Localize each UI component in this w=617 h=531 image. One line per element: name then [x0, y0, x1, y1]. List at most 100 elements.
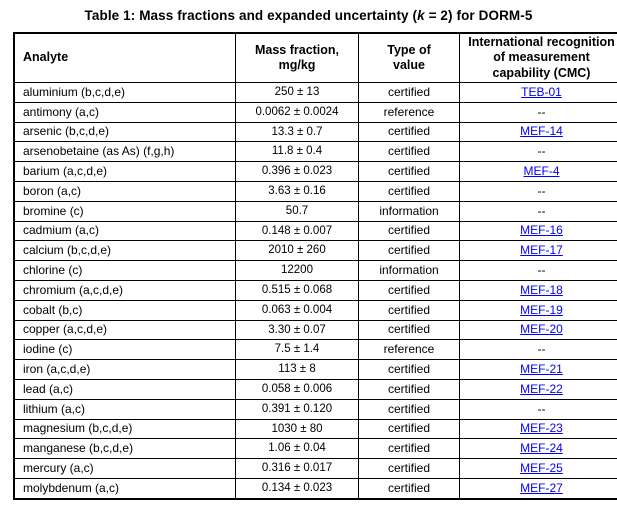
- cmc-cell: MEF-4: [459, 161, 617, 182]
- analyte-cell: mercury (a,c): [13, 458, 236, 479]
- table-row: lithium (a,c) 0.391 ± 0.120 certified --: [13, 398, 617, 420]
- table-row: manganese (b,c,d,e) 1.06 ± 0.04 certified M…: [13, 438, 617, 460]
- cmc-empty-value: --: [537, 104, 546, 119]
- table-row: chlorine (c) 12200 information --: [13, 260, 617, 281]
- cmc-link[interactable]: MEF-19: [520, 302, 563, 317]
- analyte-cell: cadmium (a,c): [13, 220, 236, 242]
- cmc-cell: MEF-23: [459, 418, 617, 440]
- cmc-cell: MEF-25: [459, 458, 617, 479]
- table-body: aluminium (b,c,d,e) 250 ± 13 certified TEB-…: [13, 82, 617, 500]
- mass-fraction-cell: 50.7: [235, 200, 359, 222]
- mass-fraction-cell: 0.391 ± 0.120: [235, 398, 359, 420]
- table-row: copper (a,c,d,e) 3.30 ± 0.07 certified MEF-…: [13, 319, 617, 341]
- analyte-cell: aluminium (b,c,d,e): [13, 82, 236, 103]
- analyte-cell: iron (a,c,d,e): [13, 359, 236, 380]
- mass-fraction-cell: 250 ± 13: [235, 82, 359, 103]
- cmc-link[interactable]: TEB-01: [521, 84, 562, 99]
- analyte-cell: lithium (a,c): [13, 398, 236, 420]
- type-of-value-cell: certified: [358, 279, 460, 301]
- cmc-empty-value: --: [537, 144, 546, 159]
- type-of-value-cell: certified: [358, 161, 460, 182]
- cmc-cell: MEF-21: [459, 359, 617, 380]
- cmc-link[interactable]: MEF-4: [523, 163, 560, 178]
- type-of-value-cell: certified: [358, 319, 460, 341]
- mass-fractions-table: Analyte Mass fraction, mg/kg Type of val…: [13, 32, 617, 500]
- type-of-value-cell: certified: [358, 121, 460, 143]
- cmc-empty-value: --: [537, 183, 546, 198]
- cmc-link[interactable]: MEF-17: [520, 243, 563, 258]
- table-row: barium (a,c,d,e) 0.396 ± 0.023 certified ME…: [13, 161, 617, 182]
- cmc-cell: MEF-16: [459, 220, 617, 242]
- type-of-value-cell: certified: [358, 240, 460, 262]
- mass-fraction-cell: 0.0062 ± 0.0024: [235, 101, 359, 123]
- cmc-link[interactable]: MEF-18: [520, 282, 563, 297]
- mass-fraction-cell: 0.148 ± 0.007: [235, 220, 359, 242]
- table-title-k-symbol: k: [417, 8, 425, 23]
- cmc-link[interactable]: MEF-16: [520, 223, 563, 238]
- cmc-cell: MEF-17: [459, 240, 617, 262]
- table-row: boron (a,c) 3.63 ± 0.16 certified --: [13, 180, 617, 202]
- cmc-empty-value: --: [537, 401, 546, 416]
- type-of-value-cell: certified: [358, 438, 460, 460]
- cmc-link[interactable]: MEF-27: [520, 480, 563, 495]
- cmc-empty-value: --: [537, 342, 546, 357]
- analyte-cell: cobalt (b,c): [13, 299, 236, 321]
- analyte-cell: antimony (a,c): [13, 101, 236, 123]
- cmc-link[interactable]: MEF-20: [520, 322, 563, 337]
- mass-fraction-cell: 2010 ± 260: [235, 240, 359, 262]
- cmc-link[interactable]: MEF-24: [520, 441, 563, 456]
- header-type-of-value: Type of value: [358, 32, 460, 83]
- analyte-cell: magnesium (b,c,d,e): [13, 418, 236, 440]
- analyte-cell: chromium (a,c,d,e): [13, 279, 236, 301]
- mass-fraction-cell: 0.063 ± 0.004: [235, 299, 359, 321]
- mass-fraction-cell: 3.63 ± 0.16: [235, 180, 359, 202]
- analyte-cell: boron (a,c): [13, 180, 236, 202]
- cmc-link[interactable]: MEF-22: [520, 381, 563, 396]
- type-of-value-cell: certified: [358, 141, 460, 163]
- table-row: arsenobetaine (as As) (f,g,h) 11.8 ± 0.4 c…: [13, 141, 617, 163]
- cmc-link[interactable]: MEF-23: [520, 421, 563, 436]
- type-of-value-cell: certified: [358, 477, 460, 500]
- cmc-empty-value: --: [537, 262, 546, 277]
- table-row: chromium (a,c,d,e) 0.515 ± 0.068 certified…: [13, 279, 617, 301]
- mass-fraction-cell: 0.396 ± 0.023: [235, 161, 359, 182]
- analyte-cell: iodine (c): [13, 339, 236, 361]
- table-row: cadmium (a,c) 0.148 ± 0.007 certified MEF-1…: [13, 220, 617, 242]
- table-row: arsenic (b,c,d,e) 13.3 ± 0.7 certified MEF-…: [13, 121, 617, 143]
- cmc-cell: --: [459, 339, 617, 361]
- mass-fraction-cell: 0.316 ± 0.017: [235, 458, 359, 479]
- cmc-cell: --: [459, 101, 617, 123]
- cmc-cell: MEF-27: [459, 477, 617, 500]
- analyte-cell: molybdenum (a,c): [13, 477, 236, 500]
- cmc-link[interactable]: MEF-25: [520, 460, 563, 475]
- cmc-link[interactable]: MEF-14: [520, 124, 563, 139]
- table-row: bromine (c) 50.7 information --: [13, 200, 617, 222]
- header-mass-fraction: Mass fraction, mg/kg: [235, 32, 359, 83]
- analyte-cell: manganese (b,c,d,e): [13, 438, 236, 460]
- type-of-value-cell: reference: [358, 339, 460, 361]
- mass-fraction-cell: 11.8 ± 0.4: [235, 141, 359, 163]
- table-row: calcium (b,c,d,e) 2010 ± 260 certified MEF-…: [13, 240, 617, 262]
- table-row: iodine (c) 7.5 ± 1.4 reference --: [13, 339, 617, 361]
- header-analyte: Analyte: [13, 32, 236, 83]
- cmc-cell: --: [459, 200, 617, 222]
- mass-fraction-cell: 1.06 ± 0.04: [235, 438, 359, 460]
- table-title-prefix: Table 1: Mass fractions and expanded unc…: [84, 8, 418, 23]
- analyte-cell: barium (a,c,d,e): [13, 161, 236, 182]
- table-title: Table 1: Mass fractions and expanded unc…: [0, 0, 617, 23]
- type-of-value-cell: certified: [358, 418, 460, 440]
- type-of-value-cell: certified: [358, 458, 460, 479]
- cmc-cell: MEF-18: [459, 279, 617, 301]
- mass-fraction-cell: 7.5 ± 1.4: [235, 339, 359, 361]
- analyte-cell: arsenobetaine (as As) (f,g,h): [13, 141, 236, 163]
- type-of-value-cell: certified: [358, 82, 460, 103]
- analyte-cell: copper (a,c,d,e): [13, 319, 236, 341]
- cmc-cell: --: [459, 141, 617, 163]
- type-of-value-cell: certified: [358, 180, 460, 202]
- analyte-cell: calcium (b,c,d,e): [13, 240, 236, 262]
- type-of-value-cell: certified: [358, 220, 460, 242]
- table-row: antimony (a,c) 0.0062 ± 0.0024 reference --: [13, 101, 617, 123]
- cmc-link[interactable]: MEF-21: [520, 361, 563, 376]
- mass-fraction-cell: 0.515 ± 0.068: [235, 279, 359, 301]
- header-cmc: International recognition of measurement…: [459, 32, 617, 83]
